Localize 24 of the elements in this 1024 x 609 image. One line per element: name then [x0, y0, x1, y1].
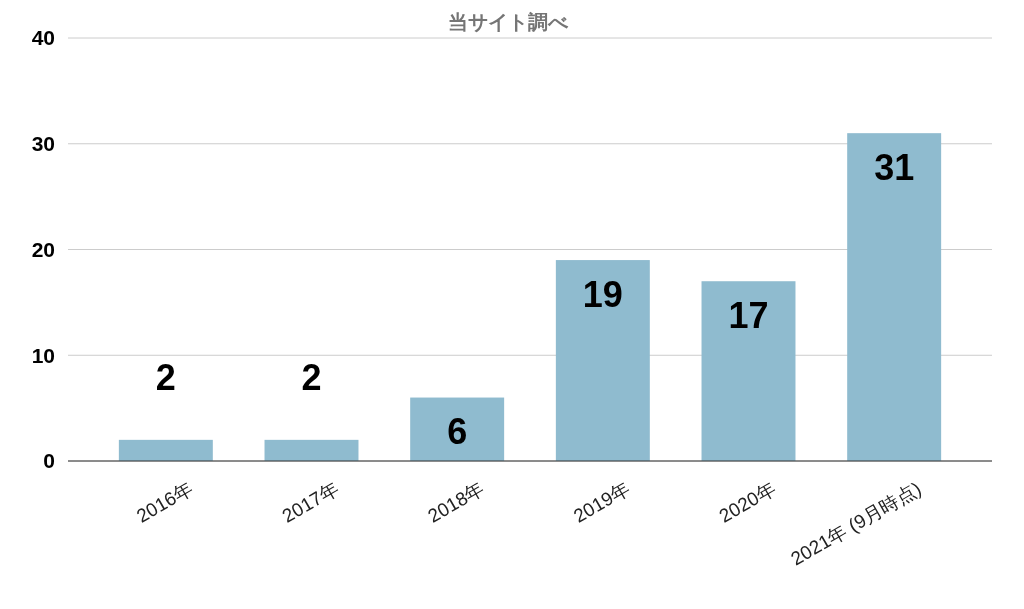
y-tick-label: 20: [31, 237, 55, 261]
bar: [118, 439, 213, 461]
x-tick-label: 2021年 (9月時点): [787, 477, 925, 570]
x-tick-label: 2019年: [569, 477, 634, 527]
data-label: 19: [582, 273, 623, 315]
data-label: 2: [155, 357, 176, 399]
y-tick-label: 40: [31, 26, 55, 50]
bar: [264, 439, 359, 461]
data-label: 31: [874, 146, 915, 188]
bar: [847, 133, 942, 461]
data-label: 2: [301, 357, 322, 399]
y-tick-label: 10: [31, 343, 55, 367]
x-tick-label: 2017年: [278, 477, 343, 527]
y-tick-label: 0: [43, 449, 55, 473]
x-tick-label: 2016年: [132, 477, 197, 527]
data-label: 17: [728, 294, 769, 336]
y-tick-label: 30: [31, 132, 55, 156]
x-tick-label: 2020年: [715, 477, 780, 527]
chart-title: 当サイト調べ: [448, 11, 569, 33]
x-tick-label: 2018年: [424, 477, 488, 527]
bar: [410, 397, 505, 461]
data-label: 6: [447, 411, 468, 453]
bar: [555, 260, 650, 461]
bar: [701, 281, 796, 461]
